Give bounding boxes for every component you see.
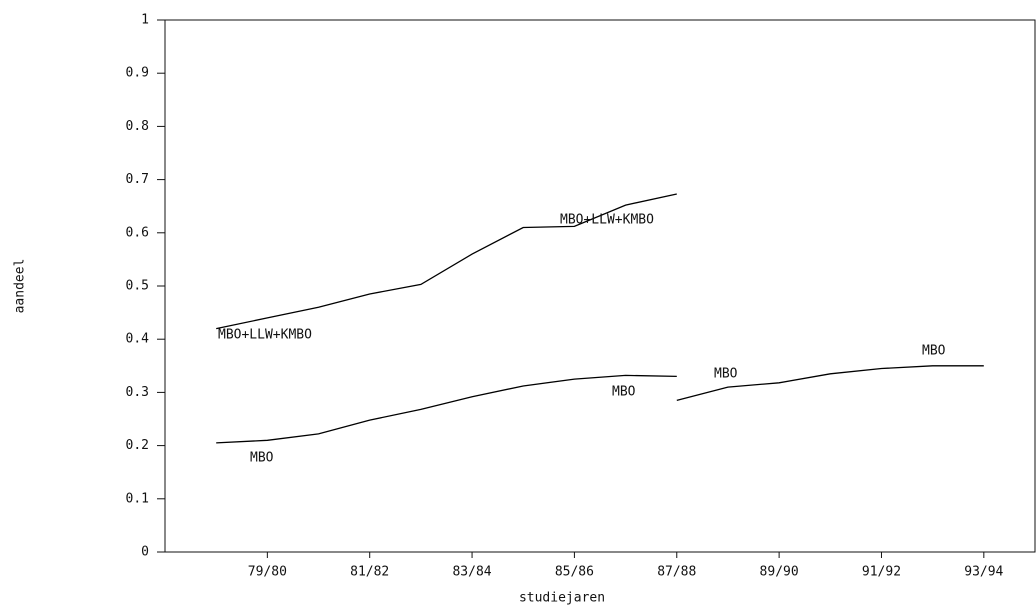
y-tick-label: 0 — [141, 545, 149, 560]
y-tick-label: 0.8 — [126, 119, 149, 134]
series-line — [676, 365, 984, 402]
x-tick-label: 79/80 — [248, 565, 287, 580]
series-label: MBO+LLW+KMBO — [560, 213, 654, 228]
y-tick-label: 0.6 — [126, 225, 149, 240]
series-line — [216, 193, 677, 330]
x-tick-label: 91/92 — [862, 565, 901, 580]
x-tick-label: 89/90 — [760, 565, 799, 580]
x-tick-label: 93/94 — [964, 565, 1003, 580]
y-tick-label: 0.7 — [126, 172, 149, 187]
series-label: MBO — [250, 451, 274, 466]
y-tick-label: 0.9 — [126, 66, 149, 81]
y-tick-label: 0.5 — [126, 279, 149, 294]
series-label: MBO+LLW+KMBO — [218, 328, 312, 343]
y-axis-label: aandeel — [13, 259, 28, 314]
series-label: MBO — [612, 385, 636, 400]
series-label: MBO — [714, 367, 738, 382]
y-tick-label: 0.4 — [126, 332, 150, 347]
y-tick-label: 0.1 — [126, 491, 149, 506]
y-tick-label: 0.2 — [126, 438, 149, 453]
plot-frame — [164, 19, 1036, 553]
x-tick-label: 81/82 — [350, 565, 389, 580]
series-label: MBO — [922, 344, 946, 359]
x-axis-label: studiejaren — [519, 591, 605, 606]
y-tick-label: 1 — [141, 13, 149, 28]
y-tick-label: 0.3 — [126, 385, 149, 400]
x-tick-label: 87/88 — [657, 565, 696, 580]
series-line — [216, 374, 677, 444]
x-tick-label: 85/86 — [555, 565, 594, 580]
x-tick-label: 83/84 — [452, 565, 491, 580]
